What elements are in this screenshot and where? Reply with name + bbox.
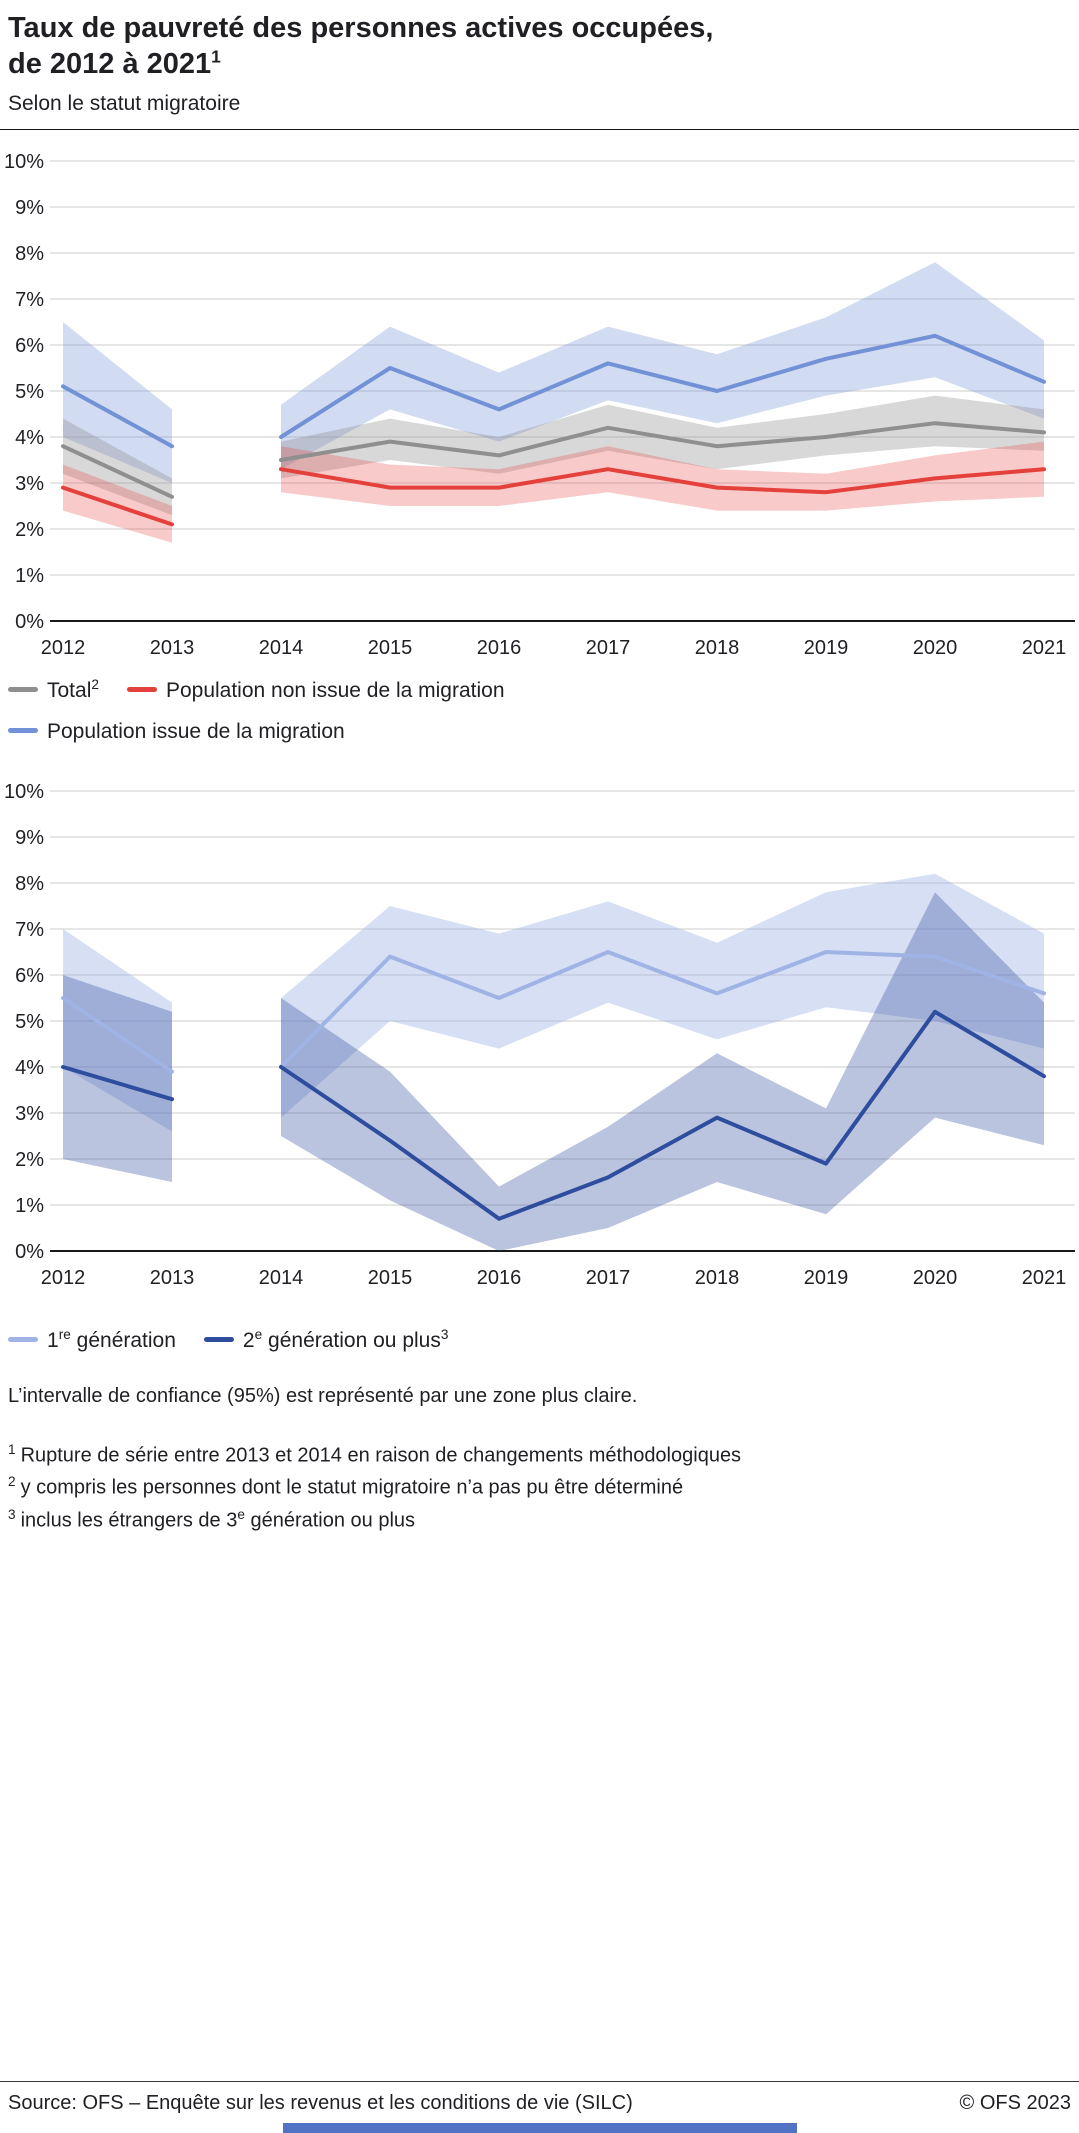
- legend-label-total: Total2: [47, 676, 99, 702]
- svg-text:2014: 2014: [259, 637, 304, 659]
- svg-text:2012: 2012: [41, 637, 86, 659]
- svg-text:2018: 2018: [695, 1267, 740, 1289]
- footnotes: 1 Rupture de série entre 2013 et 2014 en …: [0, 1442, 1079, 1533]
- svg-text:2015: 2015: [368, 637, 413, 659]
- legend-item-gen1: 1re génération: [8, 1327, 176, 1353]
- page-title: Taux de pauvreté des personnes actives o…: [8, 10, 1071, 83]
- svg-text:9%: 9%: [15, 197, 44, 219]
- brand-bar: [283, 2123, 797, 2133]
- legend-generation: 1re génération 2e génération ou plus3: [0, 1327, 1079, 1353]
- legend-label-gen2: 2e génération ou plus3: [242, 1326, 449, 1352]
- footnote-3: 3 inclus les étrangers de 3e génération o…: [8, 1506, 416, 1532]
- svg-text:7%: 7%: [15, 919, 44, 941]
- svg-text:8%: 8%: [15, 873, 44, 895]
- svg-text:1%: 1%: [15, 1195, 44, 1217]
- svg-text:9%: 9%: [15, 827, 44, 849]
- title-line-2: de 2012 à 2021: [8, 48, 212, 81]
- header-divider: [0, 128, 1079, 130]
- svg-text:2018: 2018: [695, 637, 740, 659]
- svg-text:2021: 2021: [1022, 1267, 1067, 1289]
- footer: Source: OFS – Enquête sur les revenus et…: [0, 2081, 1079, 2133]
- svg-text:2%: 2%: [15, 519, 44, 541]
- svg-text:2017: 2017: [586, 637, 631, 659]
- legend-row-3: 1re génération 2e génération ou plus3: [8, 1327, 1071, 1353]
- svg-text:10%: 10%: [4, 151, 44, 173]
- svg-text:2016: 2016: [477, 637, 522, 659]
- legend-row-2: Population issue de la migration: [8, 718, 1071, 744]
- poverty-rate-chart-by-migration-status: 10% 9% 8% 7% 6% 5% 4% 3% 2% 1% 0% 2012 2013 2014 2015 2…: [4, 151, 1075, 659]
- svg-text:0%: 0%: [15, 611, 44, 633]
- svg-text:2013: 2013: [150, 637, 195, 659]
- legend-label-migration: Population issue de la migration: [47, 719, 345, 743]
- legend-item-migration: Population issue de la migration: [8, 718, 345, 744]
- footnote-3-ref: 3: [8, 1506, 16, 1522]
- legend-label-gen1: 1re génération: [47, 1326, 176, 1352]
- gen1-line-swatch: [8, 1337, 38, 1342]
- svg-text:4%: 4%: [15, 1057, 44, 1079]
- non-migration-line-swatch: [126, 687, 157, 692]
- svg-text:6%: 6%: [15, 335, 44, 357]
- footer-inner: Source: OFS – Enquête sur les revenus et…: [0, 2082, 1079, 2133]
- confidence-interval-note: L’intervalle de confiance (95%) est repr…: [8, 1384, 638, 1407]
- svg-text:2020: 2020: [913, 637, 958, 659]
- svg-text:5%: 5%: [15, 1011, 44, 1033]
- legend-label-non-migration: Population non issue de la migration: [165, 678, 505, 702]
- svg-text:2016: 2016: [477, 1267, 522, 1289]
- legend-item-gen2: 2e génération ou plus3: [203, 1326, 449, 1353]
- svg-text:2020: 2020: [913, 1267, 958, 1289]
- legend-item-total: Total2: [8, 677, 99, 703]
- svg-text:2021: 2021: [1022, 637, 1067, 659]
- svg-text:4%: 4%: [15, 427, 44, 449]
- svg-text:2013: 2013: [150, 1267, 195, 1289]
- svg-text:2014: 2014: [259, 1267, 304, 1289]
- title-footnote-ref: 1: [211, 46, 221, 67]
- total-line-swatch: [8, 687, 38, 692]
- svg-text:2017: 2017: [586, 1267, 631, 1289]
- svg-text:0%: 0%: [15, 1241, 44, 1263]
- header: Taux de pauvreté des personnes actives o…: [0, 0, 1079, 116]
- svg-text:2%: 2%: [15, 1149, 44, 1171]
- svg-text:3%: 3%: [15, 473, 44, 495]
- svg-text:2015: 2015: [368, 1267, 413, 1289]
- migration-line-swatch: [8, 728, 38, 733]
- svg-text:7%: 7%: [15, 289, 44, 311]
- svg-text:10%: 10%: [4, 781, 44, 803]
- chart-subtitle: Selon le statut migratoire: [8, 91, 241, 115]
- source-text: Source: OFS – Enquête sur les revenus et…: [8, 2092, 633, 2114]
- svg-text:2019: 2019: [804, 1267, 849, 1289]
- legend-item-non-migration: Population non issue de la migration: [126, 677, 505, 703]
- svg-text:2019: 2019: [804, 637, 849, 659]
- poverty-rate-chart-by-generation: 10% 9% 8% 7% 6% 5% 4% 3% 2% 1% 0% 2012 2013 2014 2015 2…: [4, 781, 1075, 1289]
- footnote-2-ref: 2: [8, 1474, 16, 1490]
- legend-row-1: Total2 Population non issue de la migrat…: [8, 677, 1071, 703]
- svg-text:5%: 5%: [15, 381, 44, 403]
- footnote-1: 1 Rupture de série entre 2013 et 2014 en …: [8, 1441, 742, 1467]
- copyright-text: © OFS 2023: [959, 2092, 1071, 2114]
- svg-text:8%: 8%: [15, 243, 44, 265]
- legend-migration-status: Total2 Population non issue de la migrat…: [0, 677, 1079, 744]
- gen2-line-swatch: [203, 1337, 234, 1342]
- title-line-1: Taux de pauvreté des personnes actives o…: [8, 12, 714, 44]
- footnote-1-ref: 1: [8, 1441, 16, 1457]
- svg-text:1%: 1%: [15, 565, 44, 587]
- svg-text:3%: 3%: [15, 1103, 44, 1125]
- svg-text:6%: 6%: [15, 965, 44, 987]
- svg-text:2012: 2012: [41, 1267, 86, 1289]
